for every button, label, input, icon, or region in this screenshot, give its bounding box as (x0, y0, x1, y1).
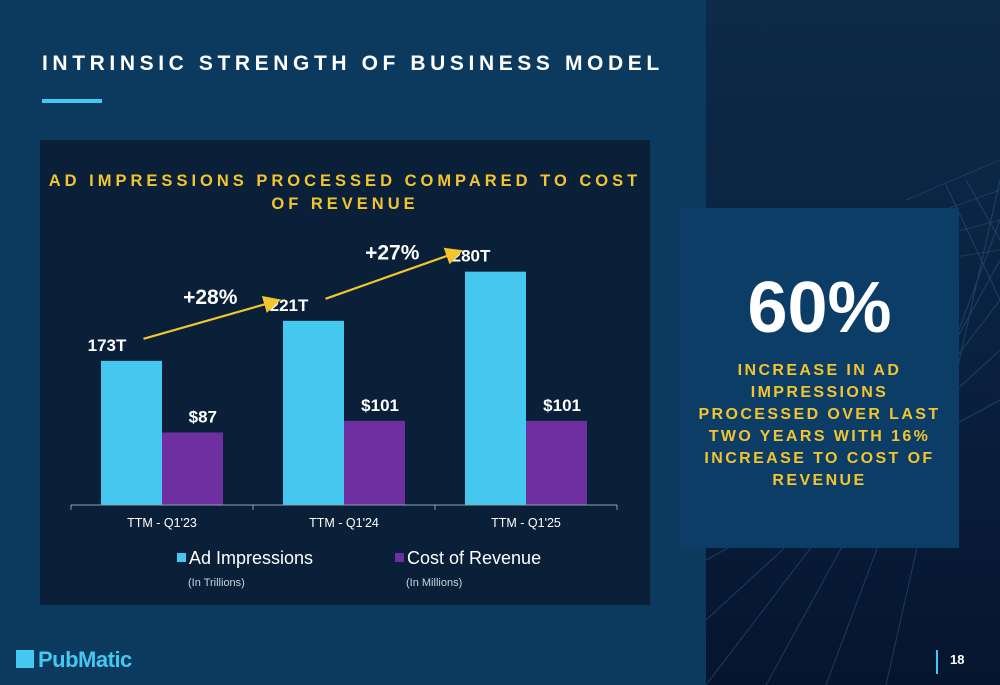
callout-text: INCREASE IN AD IMPRESSIONS PROCESSED OVE… (698, 362, 941, 489)
data-label-ad-impressions-1: 221T (270, 296, 309, 315)
legend-swatch-1 (395, 553, 404, 562)
title-accent-bar (42, 99, 102, 103)
bar-ad-impressions-1 (283, 320, 344, 505)
legend-label-1: Cost of Revenue (407, 548, 541, 568)
legend-label-0: Ad Impressions (189, 548, 313, 568)
data-label-ad-impressions-2: 280T (452, 247, 491, 266)
bar-cost-of-revenue-0 (162, 432, 223, 505)
logo-text: PubMatic (38, 647, 132, 672)
data-label-cost-of-revenue-2: $101 (543, 396, 581, 415)
page-title: INTRINSIC STRENGTH OF BUSINESS MODEL (42, 52, 664, 75)
legend-swatch-0 (177, 553, 186, 562)
bar-cost-of-revenue-1 (344, 420, 405, 505)
logo-square-icon (16, 650, 34, 668)
x-tick-label-0: TTM - Q1'23 (127, 516, 197, 530)
chart-panel: AD IMPRESSIONS PROCESSED COMPARED TO COS… (40, 140, 650, 605)
chart-title: AD IMPRESSIONS PROCESSED COMPARED TO COS… (48, 172, 642, 213)
growth-arrow-0 (143, 295, 282, 340)
bar-chart: 173T $87 TTM - Q1'23 221T $101 TTM - Q1'24 280… (70, 241, 618, 589)
legend-unit-note-0: (In Trillions) (188, 577, 245, 589)
x-tick-label-2: TTM - Q1'25 (491, 516, 561, 530)
callout-value: 60% (747, 268, 892, 348)
data-label-cost-of-revenue-1: $101 (361, 396, 399, 415)
bar-ad-impressions-0 (101, 360, 162, 505)
growth-annotation-0: +28% (183, 286, 238, 309)
bar-cost-of-revenue-2 (526, 420, 587, 505)
data-label-cost-of-revenue-0: $87 (189, 408, 217, 427)
growth-annotation-1: +27% (365, 241, 420, 264)
data-label-ad-impressions-0: 173T (88, 336, 127, 355)
x-tick-label-1: TTM - Q1'24 (309, 516, 379, 530)
growth-arrow-1 (325, 247, 464, 300)
bar-ad-impressions-2 (465, 271, 526, 505)
legend-unit-note-1: (In Millions) (406, 577, 462, 589)
callout-box: 60% INCREASE IN AD IMPRESSIONS PROCESSED… (680, 208, 959, 548)
page-number: 18 (950, 652, 965, 667)
page-number-divider (936, 650, 938, 674)
